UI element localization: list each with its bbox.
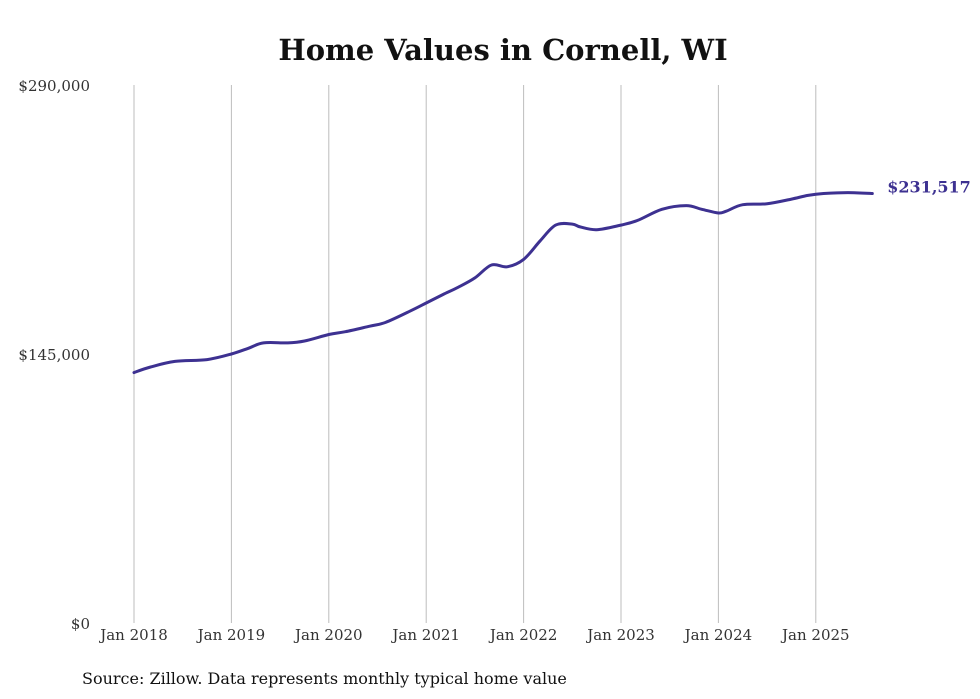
x-tick-label: Jan 2021 <box>390 626 460 644</box>
x-tick-label: Jan 2024 <box>683 626 753 644</box>
y-axis: $0 $145,000 $290,000 <box>18 77 90 633</box>
x-tick-label: Jan 2022 <box>488 626 558 644</box>
x-tick-label: Jan 2023 <box>585 626 655 644</box>
x-axis: Jan 2018 Jan 2019 Jan 2020 Jan 2021 Jan 2022… <box>98 626 849 644</box>
y-tick-label: $290,000 <box>18 77 90 95</box>
x-tick-label: Jan 2025 <box>780 626 850 644</box>
chart-title: Home Values in Cornell, WI <box>278 33 727 67</box>
series-line <box>132 191 874 375</box>
gridlines <box>133 85 817 623</box>
end-value-label: $231,517 <box>887 177 971 196</box>
series-layer <box>132 191 874 375</box>
y-tick-label: $145,000 <box>18 346 90 364</box>
x-tick-label: Jan 2020 <box>293 626 363 644</box>
x-tick-label: Jan 2018 <box>98 626 168 644</box>
source-note: Source: Zillow. Data represents monthly … <box>82 669 567 688</box>
x-tick-label: Jan 2019 <box>196 626 266 644</box>
y-tick-label: $0 <box>71 615 90 633</box>
